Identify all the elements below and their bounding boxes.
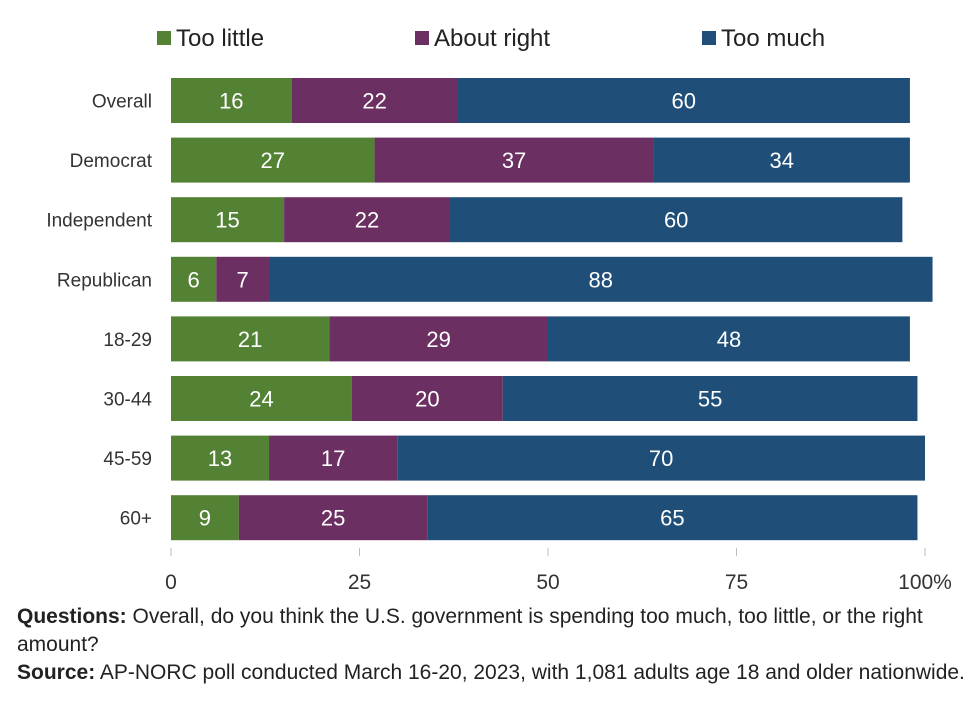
bar-too-little-18-29 <box>171 316 330 362</box>
source-note: Source: AP-NORC poll conducted March 16-… <box>17 659 967 687</box>
data-label-about-right-democrat: 37 <box>502 148 526 173</box>
data-label-too-little-45-59: 13 <box>208 446 232 471</box>
data-label-too-much-overall: 60 <box>671 89 695 114</box>
chart-notes: Questions: Overall, do you think the U.S… <box>17 603 967 687</box>
legend-label-too-much: Too much <box>721 25 825 52</box>
bar-about-right-45-59 <box>269 435 398 481</box>
bar-too-much-republican <box>269 256 933 302</box>
data-label-too-much-democrat: 34 <box>769 148 793 173</box>
bar-too-little-democrat <box>171 137 375 183</box>
category-label-18-29: 18-29 <box>103 330 152 351</box>
bar-too-little-30-44 <box>171 376 352 421</box>
data-label-too-little-18-29: 21 <box>238 327 262 352</box>
legend-label-too-little: Too little <box>176 25 264 52</box>
data-label-about-right-independent: 22 <box>355 208 379 233</box>
data-label-too-little-60: 9 <box>199 506 211 531</box>
bar-too-little-independent <box>171 197 285 243</box>
x-tick-label-50: 50 <box>536 571 559 594</box>
legend-label-about-right: About right <box>434 25 550 52</box>
data-label-too-much-45-59: 70 <box>649 446 673 471</box>
bar-too-much-democrat <box>653 137 910 183</box>
data-label-too-little-republican: 6 <box>187 267 199 292</box>
x-tick-label-100: 100% <box>898 571 952 594</box>
category-label-60: 60+ <box>120 509 152 530</box>
stacked-bar-chart: Too little About right Too much Overall 16 22… <box>46 25 952 594</box>
bar-too-much-60 <box>427 495 918 541</box>
data-label-about-right-18-29: 29 <box>426 327 450 352</box>
category-label-democrat: Democrat <box>70 151 153 172</box>
bar-about-right-overall <box>291 78 458 123</box>
bar-too-much-overall <box>457 78 910 123</box>
source-text: AP-NORC poll conducted March 16-20, 2023… <box>95 661 965 684</box>
bar-too-much-30-44 <box>502 376 918 421</box>
data-label-too-much-60: 65 <box>660 506 684 531</box>
data-label-too-little-democrat: 27 <box>261 148 285 173</box>
x-tick-label-75: 75 <box>725 571 748 594</box>
data-label-about-right-overall: 22 <box>362 89 386 114</box>
bar-about-right-democrat <box>374 137 654 183</box>
data-label-about-right-60: 25 <box>321 506 345 531</box>
data-label-too-much-independent: 60 <box>664 208 688 233</box>
legend-swatch-too-much <box>702 31 716 45</box>
data-label-about-right-republican: 7 <box>237 267 249 292</box>
data-label-too-little-independent: 15 <box>215 208 239 233</box>
data-label-about-right-45-59: 17 <box>321 446 345 471</box>
bar-too-much-45-59 <box>397 435 925 481</box>
bar-too-little-republican <box>171 256 217 302</box>
source-label: Source: <box>17 661 96 684</box>
data-label-too-little-30-44: 24 <box>249 387 273 412</box>
questions-label: Questions: <box>17 605 127 628</box>
bar-too-little-45-59 <box>171 435 270 481</box>
x-tick-label-25: 25 <box>348 571 371 594</box>
category-label-independent: Independent <box>46 211 152 232</box>
bar-about-right-30-44 <box>351 376 503 421</box>
category-label-overall: Overall <box>92 92 152 113</box>
questions-text: Overall, do you think the U.S. governmen… <box>17 605 923 656</box>
bar-about-right-18-29 <box>329 316 548 362</box>
data-label-too-much-republican: 88 <box>589 267 613 292</box>
bar-too-little-overall <box>171 78 292 123</box>
bar-too-little-60 <box>171 495 239 541</box>
bar-about-right-independent <box>284 197 450 243</box>
data-label-too-little-overall: 16 <box>219 89 243 114</box>
category-label-45-59: 45-59 <box>103 449 152 470</box>
bar-about-right-republican <box>216 256 270 302</box>
legend-swatch-about-right <box>415 31 429 45</box>
data-label-too-much-30-44: 55 <box>698 387 722 412</box>
bar-too-much-18-29 <box>548 316 910 362</box>
bar-too-much-independent <box>449 197 903 243</box>
category-label-republican: Republican <box>57 270 152 291</box>
data-label-too-much-18-29: 48 <box>717 327 741 352</box>
bar-about-right-60 <box>238 495 428 541</box>
category-label-30-44: 30-44 <box>103 390 152 411</box>
questions-note: Questions: Overall, do you think the U.S… <box>17 603 967 659</box>
data-label-about-right-30-44: 20 <box>415 387 439 412</box>
x-tick-label-0: 0 <box>165 571 177 594</box>
legend-swatch-too-little <box>157 31 171 45</box>
